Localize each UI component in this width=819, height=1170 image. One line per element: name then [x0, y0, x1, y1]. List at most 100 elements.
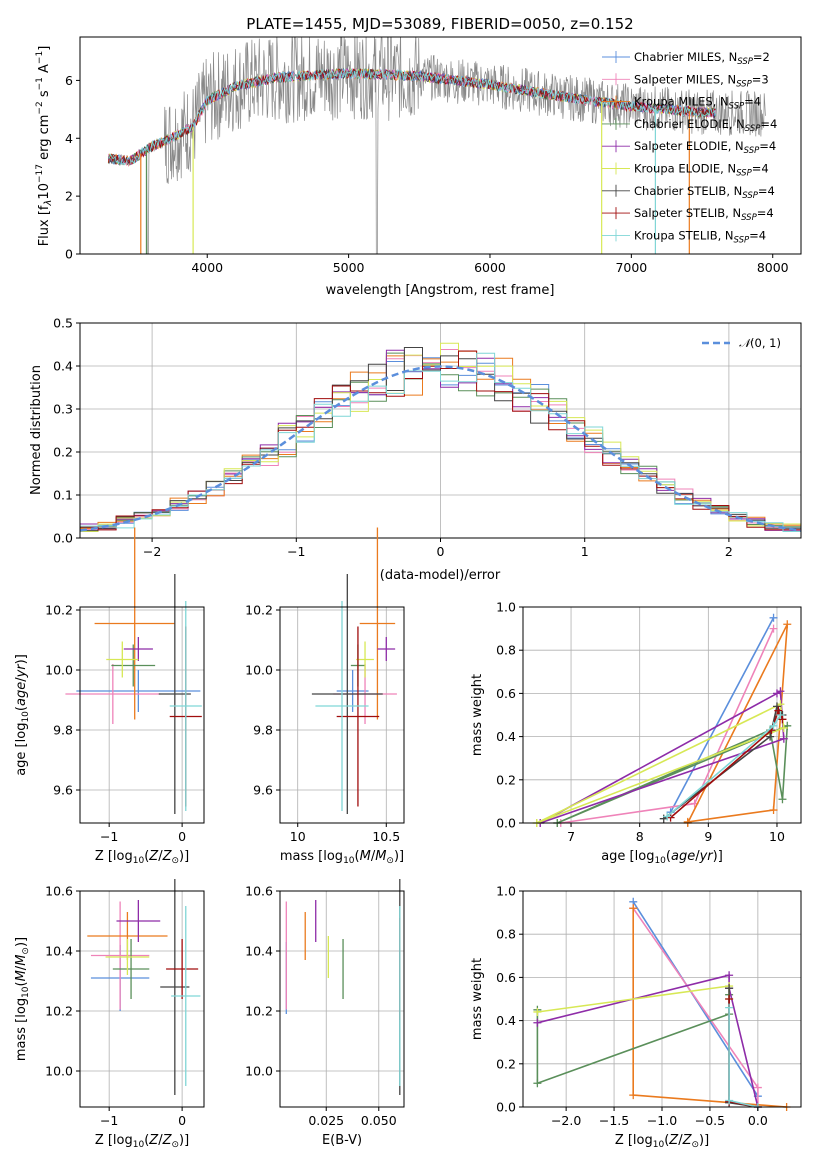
y-tick-label: 0	[65, 247, 73, 262]
y-tick-label: 9.8	[253, 723, 273, 738]
axes-frame	[279, 606, 405, 824]
weight-marker	[533, 1079, 542, 1088]
y-tick-label: 0.4	[496, 729, 516, 744]
y-tick-label: 10.2	[45, 603, 73, 618]
y-tick-label: 9.6	[253, 783, 273, 798]
x-axis-label: mass [log10(M/M⊙)]	[280, 849, 404, 866]
weight-marker	[629, 1091, 638, 1100]
y-tick-label: 2	[65, 189, 73, 204]
weight-marker	[769, 624, 778, 633]
panel-weight_vs_age: 7 8 9 10 0.0 0.2 0.4 0.6 0.8 1.0 age [log10(age/yr…	[470, 600, 802, 866]
legend-entry: Chabrier ELODIE, NSSP=4	[634, 117, 777, 134]
weight-marker	[725, 1003, 734, 1012]
y-tick-label: 0.2	[53, 445, 73, 460]
weight-marker	[783, 620, 792, 629]
weight-marker	[769, 721, 778, 730]
y-tick-label: 6	[65, 73, 73, 88]
x-axis-label: age [log10(age/yr)]	[601, 849, 723, 866]
y-tick-label: 0.8	[496, 643, 516, 658]
y-axis-label: mass weight	[470, 958, 485, 1040]
x-tick-label: 4000	[191, 260, 223, 275]
spectrum-ticks: 4000 5000 6000 7000 8000 0 2 4 6	[65, 73, 789, 275]
y-tick-label: 0.4	[496, 1013, 516, 1028]
legend-entry: Salpeter ELODIE, NSSP=4	[634, 139, 776, 156]
spectrum-frame	[79, 36, 802, 255]
panel-age_vs_Z: −1 0 9.6 9.8 10.0 10.2 Z [log10(Z/Z⊙)] age [log…	[14, 527, 205, 866]
y-tick-label: 0.1	[53, 488, 73, 503]
panel-weight_vs_Z: −2.0 −1.5 −1.0 −0.5 0.0 0.0 0.2 0.4 0.6 0.8 1.0 Z […	[470, 884, 802, 1150]
weight-marker	[725, 1096, 734, 1105]
y-tick-label: 10.4	[45, 944, 73, 959]
x-tick-label: 0.050	[361, 1113, 397, 1128]
weight-marker	[774, 706, 783, 715]
weight-marker	[663, 812, 672, 821]
weight-series-line	[536, 702, 785, 824]
y-tick-label: 0.2	[496, 772, 516, 787]
y-tick-label: 0.0	[53, 531, 73, 546]
weight-marker	[666, 813, 675, 822]
x-tick-label: 7	[567, 829, 575, 844]
x-tick-label: 0	[178, 1113, 186, 1128]
legend-entry: Chabrier MILES, NSSP=2	[634, 50, 770, 67]
normal-curve	[79, 365, 802, 532]
x-tick-label: 0.025	[308, 1113, 344, 1128]
x-tick-label: −2.0	[551, 1113, 581, 1128]
y-tick-label: 0.8	[496, 927, 516, 942]
y-axis-label: mass weight	[470, 674, 485, 756]
weight-marker	[776, 711, 785, 719]
weight-marker	[769, 806, 778, 815]
x-tick-label: 7000	[615, 260, 647, 275]
x-tick-label: −0.5	[695, 1113, 725, 1128]
residuals-legend-text: 𝒩(0, 1)	[739, 336, 781, 350]
x-tick-label: 8000	[757, 260, 789, 275]
y-tick-label: 0.2	[496, 1056, 516, 1071]
panel-mass_vs_Z: −1 0 10.0 10.2 10.4 10.6 Z [log10(Z/Z⊙)] mass […	[14, 879, 205, 1150]
axes-frame	[79, 606, 205, 824]
residuals-xlabel: (data-model)/error	[380, 568, 501, 583]
y-tick-label: 0.3	[53, 402, 73, 417]
axes-frame	[279, 890, 405, 1108]
legend-entry: Chabrier STELIB, NSSP=4	[634, 184, 775, 201]
y-tick-label: 1.0	[496, 884, 516, 899]
weight-marker	[769, 613, 778, 622]
x-tick-label: −1	[100, 1113, 118, 1128]
legend-entry: Kroupa ELODIE, NSSP=4	[634, 162, 769, 179]
x-tick-label: 10	[769, 829, 785, 844]
weight-marker	[753, 1083, 762, 1092]
spectrum-ylabel: Flux [fλ10−17 erg cm−2 s−1 A−1]	[35, 46, 54, 247]
residuals-panel: −2 −1 0 1 2 0.0 0.1 0.2 0.3 0.4 0.5 (data-model)/e…	[29, 316, 802, 583]
x-tick-label: −1.0	[647, 1113, 677, 1128]
y-tick-label: 0.0	[496, 1100, 516, 1115]
weight-series-line	[669, 617, 775, 813]
spectrum-model-line	[107, 68, 716, 165]
x-tick-label: 0	[437, 544, 445, 559]
axes-frame	[79, 890, 205, 1108]
x-tick-label: 6000	[474, 260, 506, 275]
y-tick-label: 1.0	[496, 600, 516, 615]
y-tick-label: 10.0	[245, 1064, 273, 1079]
weight-marker	[778, 795, 787, 804]
y-tick-label: 10.4	[245, 944, 273, 959]
lower-panels: −1 09.69.810.010.2Z [log10(Z/Z⊙)]age [log…	[14, 527, 802, 1150]
y-tick-label: 9.8	[53, 723, 73, 738]
residuals-ticks: −2 −1 0 1 2 0.0 0.1 0.2 0.3 0.4 0.5	[53, 316, 733, 560]
y-axis-label: age [log10(age/yr)]	[14, 654, 31, 776]
weight-marker	[772, 702, 781, 711]
weight-marker	[533, 1007, 542, 1016]
panel-mass_vs_ebv: 0.025 0.050 10.0 10.2 10.4 10.6 E(B-V)	[245, 879, 405, 1148]
legend-entry: Kroupa STELIB, NSSP=4	[634, 228, 766, 245]
x-tick-label: −1	[287, 544, 305, 559]
weight-series-line	[632, 907, 759, 1107]
legend-entry: Salpeter STELIB, NSSP=4	[634, 206, 774, 223]
weight-marker	[725, 971, 734, 980]
y-tick-label: 0.6	[496, 686, 516, 701]
weight-marker	[776, 687, 785, 696]
x-tick-label: 9	[704, 829, 712, 844]
weight-marker	[533, 1018, 542, 1027]
x-tick-label: −1	[100, 829, 118, 844]
residual-histogram	[80, 352, 801, 532]
x-tick-label: 10.5	[372, 829, 400, 844]
y-axis-label: mass [log10(M/M⊙)]	[14, 937, 31, 1061]
y-tick-label: 0.5	[53, 316, 73, 331]
